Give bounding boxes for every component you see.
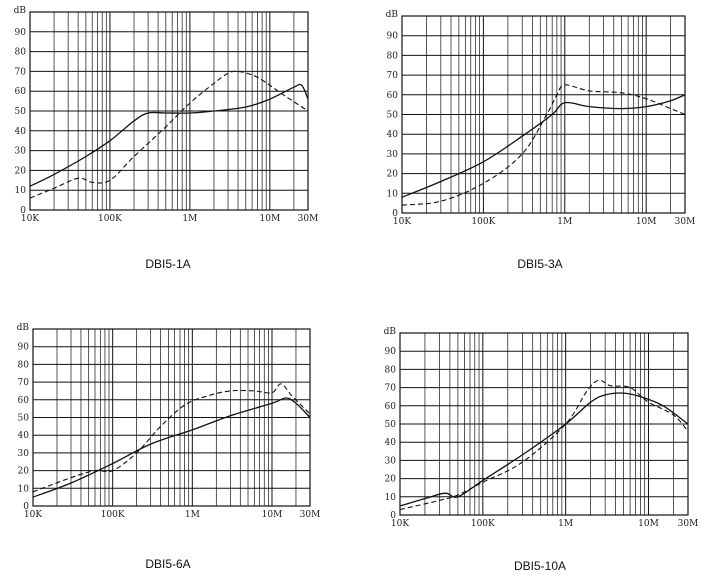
dashed-series-line xyxy=(401,84,686,206)
y-tick-label: 30 xyxy=(385,456,397,466)
y-tick-label: 90 xyxy=(385,347,397,357)
y-tick-label: 30 xyxy=(18,449,30,459)
x-tick-label: 10M xyxy=(638,519,659,529)
y-tick-label: 80 xyxy=(15,48,27,58)
x-tick-label: 100K xyxy=(98,214,122,224)
y-tick-label: 80 xyxy=(18,360,30,370)
y-tick-label: 0 xyxy=(23,502,29,512)
y-tick-label: 70 xyxy=(18,378,30,388)
solid-series-line xyxy=(29,83,309,187)
y-tick-label: 0 xyxy=(392,209,398,219)
y-tick-label: 10 xyxy=(15,186,27,196)
y-tick-label: 90 xyxy=(15,28,27,38)
x-tick-label: 100K xyxy=(471,217,495,227)
y-tick-label: 50 xyxy=(385,420,397,430)
y-tick-label: 70 xyxy=(385,384,397,394)
y-tick-label: 40 xyxy=(18,431,30,441)
y-tick-label: 90 xyxy=(18,343,30,353)
chart-title: DBI5-6A xyxy=(145,557,190,571)
x-tick-label: 10K xyxy=(24,510,42,520)
x-tick-label: 10K xyxy=(391,519,409,529)
y-tick-label: 20 xyxy=(15,166,27,176)
x-tick-label: 10K xyxy=(393,217,411,227)
x-tick-label: 1M xyxy=(558,519,573,529)
y-tick-label: 40 xyxy=(15,127,27,137)
x-tick-label: 30M xyxy=(298,214,319,224)
solid-series-line xyxy=(401,94,686,198)
y-tick-label: 10 xyxy=(387,189,399,199)
x-tick-label: 100K xyxy=(471,519,495,529)
x-tick-label: 10M xyxy=(636,217,657,227)
x-tick-label: 1M xyxy=(185,510,200,520)
y-tick-label: 10 xyxy=(385,493,397,503)
y-tick-label: 0 xyxy=(390,511,396,521)
y-tick-label: 30 xyxy=(15,147,27,157)
y-axis-unit-label: dB xyxy=(384,327,397,337)
y-tick-label: 60 xyxy=(387,91,399,101)
chart-3: 0 10 20 30 40 50 60 70 80 90 dB 10K 100K 1M 10M 30M DBI5… xyxy=(384,327,699,573)
y-tick-label: 60 xyxy=(385,402,397,412)
y-tick-label: 30 xyxy=(387,150,399,160)
solid-series-line xyxy=(32,397,311,498)
y-tick-label: 10 xyxy=(18,484,30,494)
x-tick-label: 30M xyxy=(675,217,696,227)
y-tick-label: 80 xyxy=(387,51,399,61)
dashed-series-line xyxy=(399,379,689,511)
y-tick-label: 50 xyxy=(18,414,30,424)
y-tick-label: 50 xyxy=(15,107,27,117)
y-tick-label: 20 xyxy=(385,475,397,485)
chart-1: 0 10 20 30 40 50 60 70 80 90 dB 10K 100K 1M 10M 30M DBI5… xyxy=(386,10,696,271)
y-tick-label: 40 xyxy=(385,438,397,448)
chart-title: DBI5-1A xyxy=(145,257,190,271)
x-tick-label: 30M xyxy=(678,519,699,529)
y-tick-label: 20 xyxy=(387,170,399,180)
y-axis-unit-label: dB xyxy=(386,10,399,20)
y-tick-label: 80 xyxy=(385,365,397,375)
chart-2: 0 10 20 30 40 50 60 70 80 90 dB 10K 100K 1M 10M 30M DBI5… xyxy=(17,323,321,571)
chart-title: DBI5-10A xyxy=(514,559,566,573)
x-tick-label: 100K xyxy=(101,510,125,520)
y-tick-label: 70 xyxy=(387,71,399,81)
x-tick-label: 30M xyxy=(300,510,321,520)
y-tick-label: 20 xyxy=(18,467,30,477)
y-tick-label: 60 xyxy=(18,396,30,406)
y-tick-label: 60 xyxy=(15,87,27,97)
y-tick-label: 40 xyxy=(387,130,399,140)
x-tick-label: 10K xyxy=(21,214,39,224)
y-axis-unit-label: dB xyxy=(14,6,27,16)
y-tick-label: 90 xyxy=(387,32,399,42)
chart-0: 0 10 20 30 40 50 60 70 80 90 dB 10K 100K 1M 10M 30M DBI5… xyxy=(14,6,319,271)
y-tick-label: 70 xyxy=(15,67,27,77)
plot-frame xyxy=(401,15,686,214)
x-tick-label: 1M xyxy=(557,217,572,227)
dashed-series-line xyxy=(32,383,311,493)
x-tick-label: 10M xyxy=(262,510,283,520)
chart-title: DBI5-3A xyxy=(517,257,562,271)
y-tick-label: 0 xyxy=(20,206,26,216)
y-axis-unit-label: dB xyxy=(17,323,30,333)
solid-series-line xyxy=(399,392,689,507)
y-tick-label: 50 xyxy=(387,111,399,121)
dashed-series-line xyxy=(29,70,309,199)
x-tick-label: 10M xyxy=(260,214,281,224)
x-tick-label: 1M xyxy=(182,214,197,224)
